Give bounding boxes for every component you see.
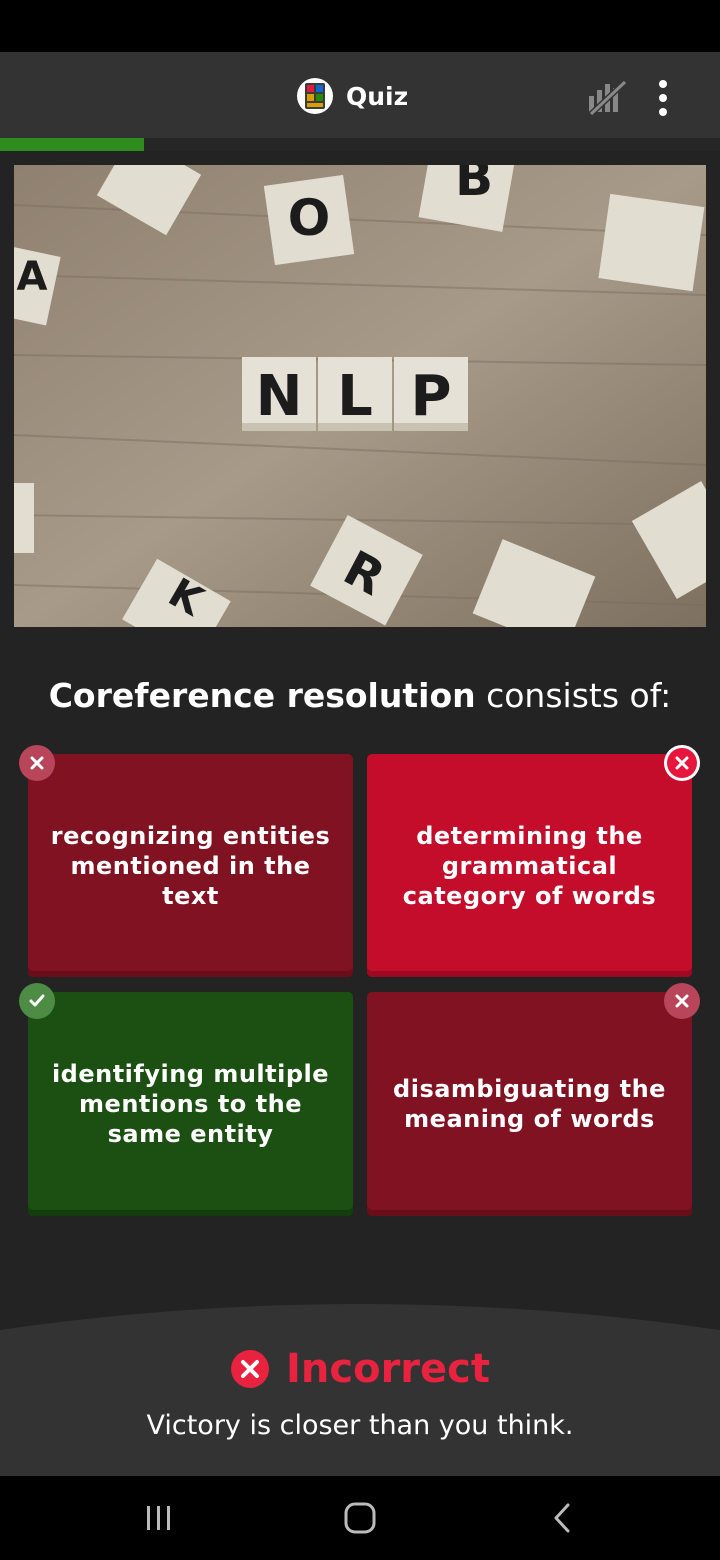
block-n (242, 357, 316, 431)
more-options-icon[interactable] (646, 76, 680, 120)
block-p (394, 357, 468, 431)
question-term: Coreference resolution (48, 676, 476, 715)
app-title: Quiz (296, 76, 408, 116)
block-letter-l: L (337, 364, 373, 429)
progress-fill (0, 138, 144, 151)
back-button[interactable] (532, 1494, 592, 1542)
app-bar: Quiz (0, 52, 720, 138)
system-nav-bar (0, 1476, 720, 1560)
back-icon (554, 1503, 570, 1533)
svg-text:O: O (288, 189, 331, 247)
sound-off-icon[interactable] (585, 78, 631, 118)
app-title-text: Quiz (346, 81, 409, 111)
answer-option-4-text: disambiguating the meaning of words (393, 1075, 666, 1133)
home-button[interactable] (330, 1494, 390, 1542)
svg-text:A: A (17, 254, 48, 300)
feedback-title: Incorrect (0, 1346, 720, 1392)
question-rest: consists of: (475, 676, 672, 715)
answer-option-4[interactable]: disambiguating the meaning of words (367, 992, 692, 1216)
progress-bar (0, 138, 720, 151)
correct-badge-icon (19, 983, 55, 1019)
block-letter-p: P (410, 364, 451, 429)
feedback-message: Victory is closer than you think. (146, 1410, 574, 1441)
feedback-title-text: Incorrect (286, 1346, 490, 1392)
feedback-panel: Incorrect Victory is closer than you thi… (0, 1298, 720, 1476)
kahoot-logo-icon (297, 78, 333, 114)
answer-option-1[interactable]: recognizing entities mentioned in the te… (28, 754, 353, 977)
question-image: N L P O B A R K (14, 165, 706, 627)
block-letter-n: N (256, 364, 303, 429)
answer-option-3-text: identifying multiple mentions to the sam… (51, 1060, 330, 1148)
svg-text:B: B (455, 165, 493, 207)
answer-option-2-text: determining the grammatical category of … (402, 821, 657, 910)
recent-apps-icon (147, 1506, 170, 1530)
incorrect-icon (231, 1350, 270, 1388)
wrong-badge-icon (664, 983, 700, 1019)
feedback-panel-background (0, 1304, 720, 1476)
home-icon (344, 1502, 376, 1534)
status-bar (0, 0, 720, 52)
recent-apps-button[interactable] (129, 1494, 189, 1542)
answer-option-1-text: recognizing entities mentioned in the te… (50, 821, 331, 910)
answer-option-2[interactable]: determining the grammatical category of … (367, 754, 692, 977)
question-text: Coreference resolution consists of: (0, 670, 720, 722)
answer-option-3[interactable]: identifying multiple mentions to the sam… (28, 992, 353, 1216)
wrong-badge-icon (19, 745, 55, 781)
selected-wrong-badge-icon (664, 745, 700, 781)
block-l (318, 357, 392, 431)
